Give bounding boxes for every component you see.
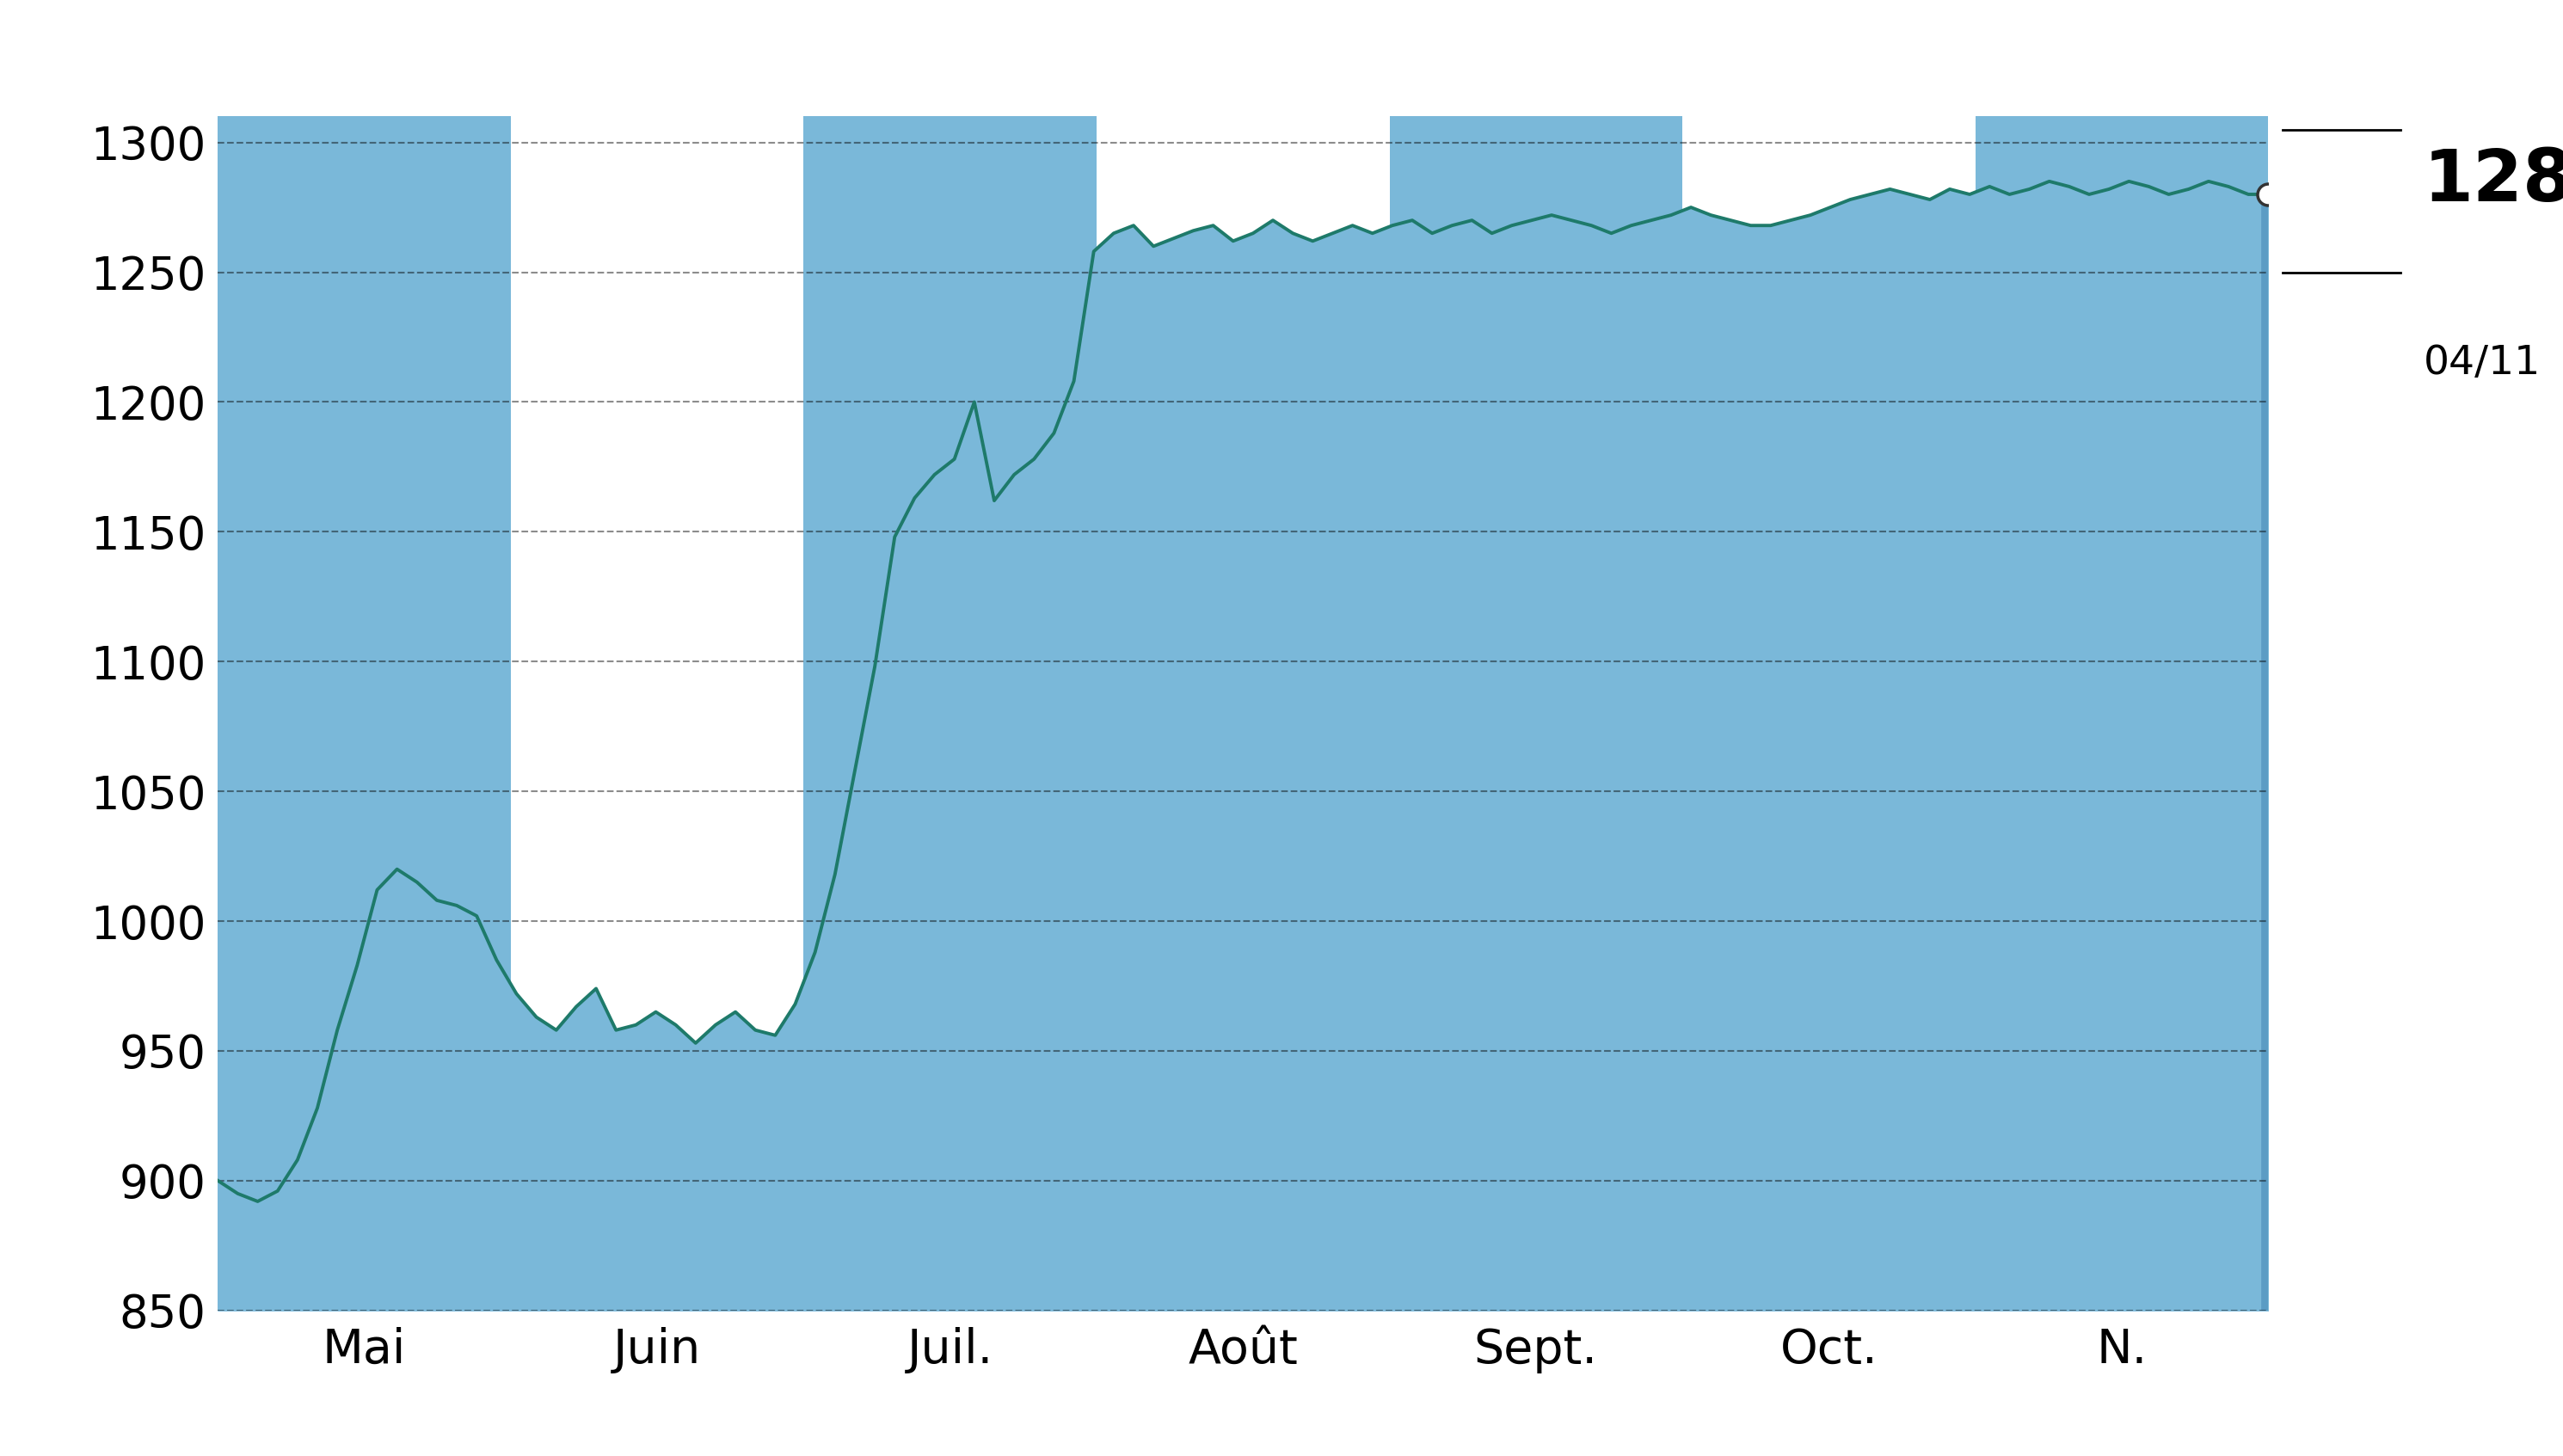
- Bar: [218, 116, 510, 1310]
- Bar: [1389, 116, 1681, 1310]
- Text: Britvic PLC: Britvic PLC: [1061, 25, 1502, 95]
- Text: 1280: 1280: [2425, 147, 2563, 215]
- Bar: [1976, 116, 2268, 1310]
- Text: 04/11: 04/11: [2425, 344, 2540, 383]
- Bar: [805, 116, 1097, 1310]
